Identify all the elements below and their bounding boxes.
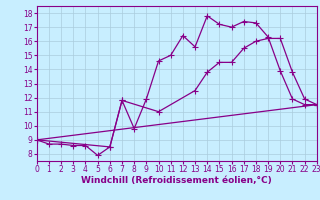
X-axis label: Windchill (Refroidissement éolien,°C): Windchill (Refroidissement éolien,°C) xyxy=(81,176,272,185)
